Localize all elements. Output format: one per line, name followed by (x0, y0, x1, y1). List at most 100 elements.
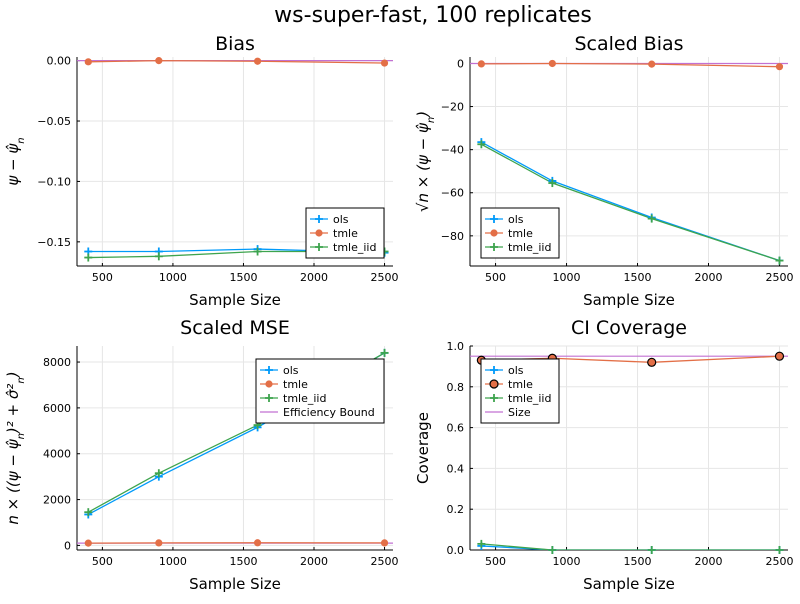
y-tick-label: 1.0 (447, 340, 465, 353)
data-point-tmle (381, 540, 387, 546)
x-tick-label: 500 (92, 271, 113, 284)
x-tick-label: 1500 (624, 271, 652, 284)
chart-panel-1: Bias 500 1000 1500 2000 2500 0.00 −0.05 −0.10 −0.… (4, 33, 399, 309)
x-tick-label: 1000 (553, 555, 581, 568)
legend-marker-tmle (491, 230, 497, 236)
legend-label: tmle_iid (508, 241, 551, 254)
panel-title: CI Coverage (571, 317, 687, 339)
x-tick-label: 2500 (371, 555, 399, 568)
x-tick-label: 2000 (695, 271, 723, 284)
data-point-tmle (649, 61, 655, 67)
legend-label: tmle_iid (333, 241, 376, 254)
data-point-tmle (156, 540, 162, 546)
legend-marker-tmle (490, 380, 498, 388)
x-tick-label: 2500 (371, 271, 399, 284)
x-tick-label: 500 (485, 555, 506, 568)
y-tick-label: −40 (441, 144, 464, 157)
y-tick-label: 0.00 (47, 55, 72, 68)
y-axis-label: √n × (ψ − ψ̂n) (414, 111, 437, 212)
y-tick-label: 4000 (43, 448, 71, 461)
data-point-tmle (478, 61, 484, 67)
y-tick-label: −80 (441, 230, 464, 243)
y-tick-label: −0.10 (37, 175, 71, 188)
x-tick-label: 1500 (624, 555, 652, 568)
y-tick-label: −20 (441, 101, 464, 114)
y-tick-label: 0.0 (447, 544, 465, 557)
legend-label: Efficiency Bound (283, 406, 375, 419)
data-point-tmle_iid (775, 546, 783, 554)
x-tick-label: 1500 (229, 555, 257, 568)
legend-label: ols (283, 364, 299, 377)
data-point-tmle (776, 63, 782, 69)
legend-label: tmle_iid (283, 392, 326, 405)
y-tick-label: 2000 (43, 494, 71, 507)
y-tick-label: 0 (457, 57, 464, 70)
x-tick-label: 1000 (159, 555, 187, 568)
chart-panel-3: Scaled MSE 500 1000 1500 2000 2500 0 2000 4000 60… (4, 317, 399, 593)
legend-label: Size (508, 406, 531, 419)
data-point-tmle_iid (381, 349, 389, 357)
legend-label: ols (508, 213, 524, 226)
y-tick-label: 0.6 (447, 422, 465, 435)
panel-title: Bias (215, 33, 255, 55)
data-point-tmle (254, 58, 260, 64)
data-point-tmle_iid (548, 546, 556, 554)
x-axis-label: Sample Size (583, 575, 675, 593)
data-point-tmle_iid (155, 252, 163, 260)
data-point-tmle_iid (775, 257, 783, 265)
data-point-tmle (648, 358, 656, 366)
x-tick-label: 2500 (765, 555, 793, 568)
legend-label: tmle (283, 378, 308, 391)
legend-label: tmle (508, 227, 533, 240)
x-axis-label: Sample Size (189, 575, 281, 593)
x-tick-label: 1000 (553, 271, 581, 284)
x-axis-label: Sample Size (583, 291, 675, 309)
data-point-tmle_iid (84, 254, 92, 262)
y-tick-label: 0 (64, 539, 71, 552)
y-tick-label: −60 (441, 187, 464, 200)
data-point-tmle (85, 540, 91, 546)
y-tick-label: 0.2 (447, 503, 465, 516)
legend-label: ols (508, 364, 524, 377)
x-tick-label: 500 (92, 555, 113, 568)
y-tick-label: 0.8 (447, 381, 465, 394)
legend-marker-tmle (316, 230, 322, 236)
legend-label: tmle (508, 378, 533, 391)
y-tick-label: −0.15 (37, 236, 71, 249)
x-tick-label: 1500 (229, 271, 257, 284)
y-tick-label: −0.05 (37, 115, 71, 128)
x-tick-label: 2000 (695, 555, 723, 568)
y-axis-label: ψ − ψ̂n (4, 137, 27, 185)
data-point-tmle (549, 60, 555, 66)
x-tick-label: 1000 (159, 271, 187, 284)
y-axis-label: Coverage (414, 412, 432, 484)
data-point-tmle_iid (648, 546, 656, 554)
data-point-tmle (381, 60, 387, 66)
chart-panel-4: CI Coverage 500 1000 1500 2000 2500 0.0 0.2 0.4 0… (414, 317, 793, 593)
x-axis-label: Sample Size (189, 291, 281, 309)
data-point-tmle (775, 352, 783, 360)
legend-label: tmle_iid (508, 392, 551, 405)
legend-label: tmle (333, 227, 358, 240)
y-tick-label: 6000 (43, 402, 71, 415)
chart-panel-2: Scaled Bias 500 1000 1500 2000 2500 0 −20 −40 −60… (414, 33, 793, 309)
y-tick-label: 0.4 (447, 462, 465, 475)
legend-marker-tmle (266, 381, 272, 387)
x-tick-label: 2500 (765, 271, 793, 284)
legend-label: ols (333, 213, 349, 226)
data-point-tmle (156, 57, 162, 63)
y-tick-label: 8000 (43, 356, 71, 369)
x-tick-label: 500 (485, 271, 506, 284)
data-point-tmle (254, 540, 260, 546)
panel-title: Scaled MSE (180, 317, 290, 339)
x-tick-label: 2000 (300, 271, 328, 284)
y-axis-label: n × ((ψ − ψ̂n)² + σ̂²n) (4, 371, 27, 524)
figure-title: ws-super-fast, 100 replicates (274, 3, 592, 28)
panel-title: Scaled Bias (574, 33, 683, 55)
x-tick-label: 2000 (300, 555, 328, 568)
